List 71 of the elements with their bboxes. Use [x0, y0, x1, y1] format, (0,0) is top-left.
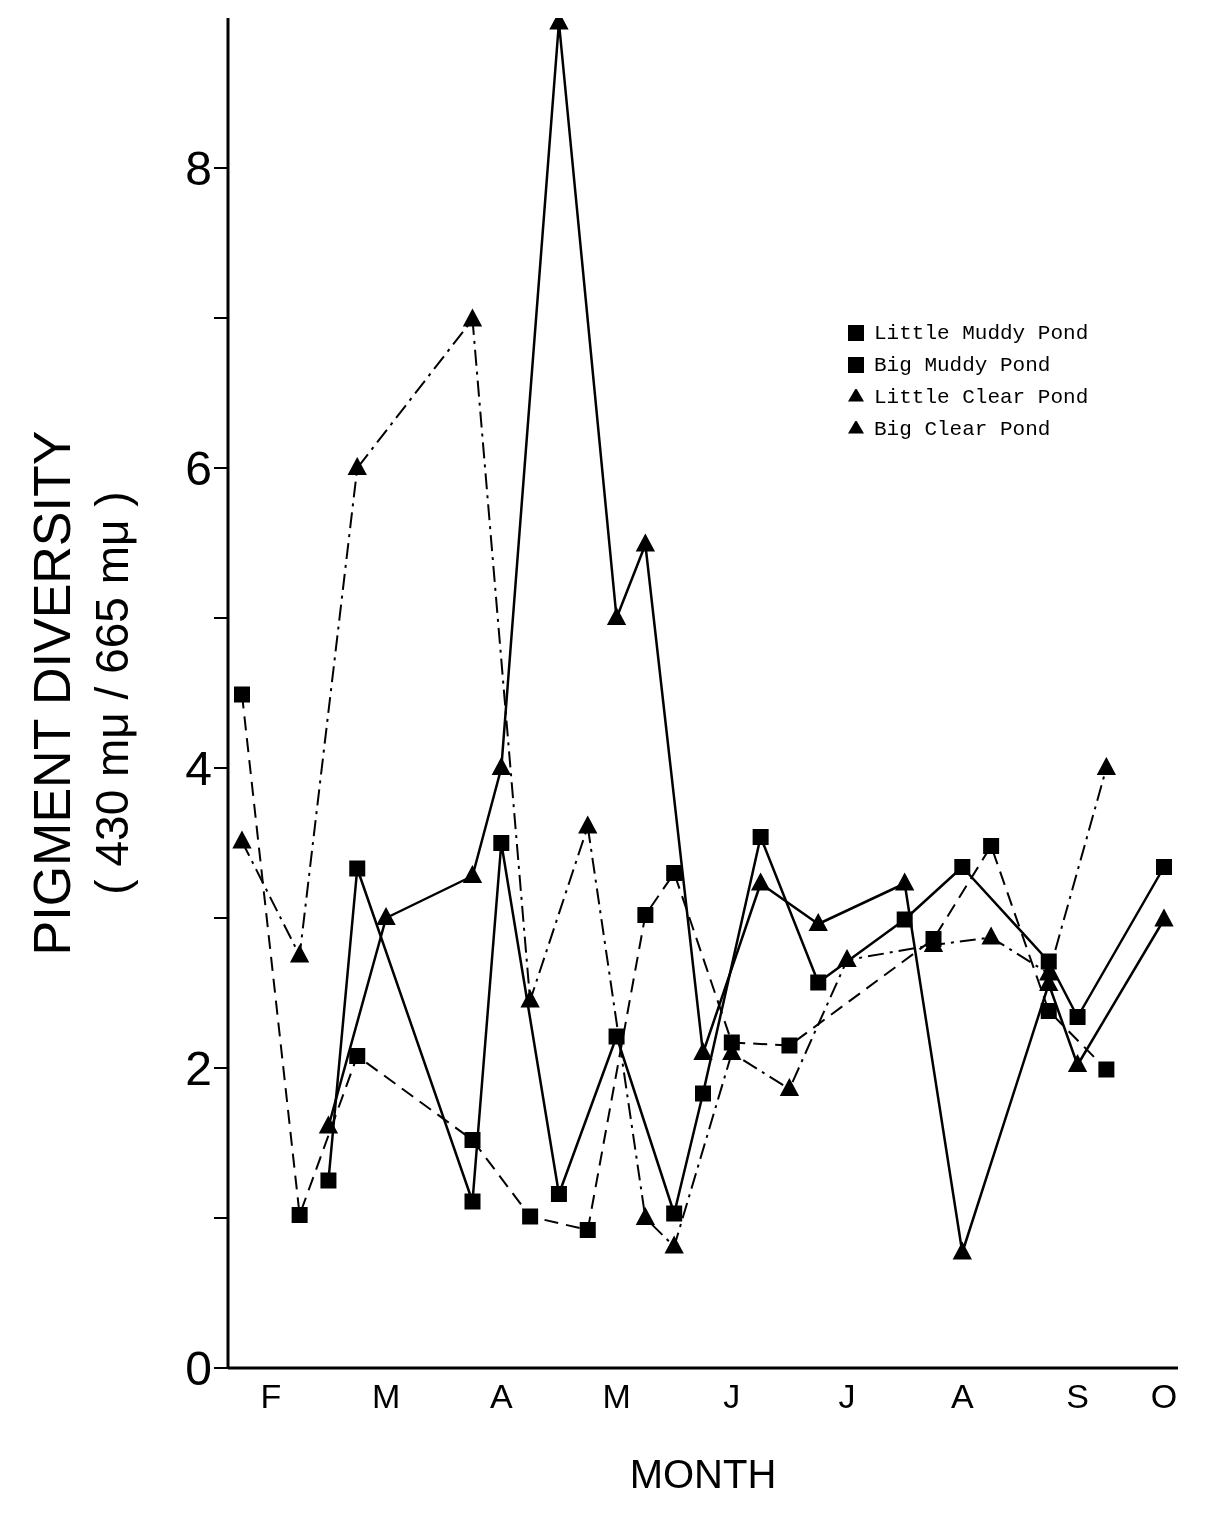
- point: [1097, 758, 1116, 775]
- point: [1040, 1003, 1057, 1019]
- x-tick-label: A: [489, 1377, 513, 1416]
- point: [464, 1193, 481, 1210]
- point: [666, 865, 683, 881]
- point: [464, 1132, 481, 1148]
- legend-label: Little Muddy Pond: [874, 322, 1089, 345]
- legend-label: Big Clear Pond: [874, 418, 1051, 441]
- point: [1098, 1061, 1115, 1078]
- x-tick-label: M: [371, 1377, 401, 1416]
- point: [607, 608, 626, 625]
- point: [290, 945, 309, 963]
- point: [463, 309, 482, 327]
- point: [233, 831, 251, 849]
- x-tick-label: J: [838, 1377, 856, 1416]
- point: [291, 1207, 308, 1223]
- point: [810, 974, 827, 991]
- y-tick-label: 6: [185, 442, 212, 496]
- point: [320, 1172, 337, 1189]
- point: [665, 1236, 684, 1254]
- point: [982, 927, 1001, 945]
- y-tick-label: 4: [185, 742, 212, 796]
- point: [463, 866, 482, 883]
- x-tick-label: S: [1066, 1377, 1089, 1416]
- point: [234, 686, 250, 703]
- point: [1069, 1009, 1086, 1025]
- point: [751, 873, 770, 891]
- point: [896, 911, 913, 928]
- point: [1068, 1055, 1087, 1072]
- point: [377, 908, 396, 925]
- point: [694, 1043, 712, 1060]
- point: [348, 458, 367, 475]
- point: [895, 873, 914, 891]
- point: [780, 1079, 799, 1096]
- point: [492, 758, 511, 775]
- point: [636, 1208, 655, 1225]
- point: [578, 816, 597, 834]
- point: [809, 914, 828, 931]
- point: [666, 1205, 683, 1222]
- x-tick-label: F: [260, 1377, 282, 1416]
- point: [954, 859, 971, 875]
- point: [953, 1242, 972, 1260]
- y-tick-label: 2: [185, 1042, 212, 1096]
- point: [752, 829, 769, 845]
- x-tick-label: A: [950, 1377, 974, 1416]
- point: [579, 1222, 596, 1238]
- point: [550, 1186, 567, 1202]
- point: [493, 835, 510, 851]
- point: [608, 1028, 625, 1045]
- x-tick-label: J: [723, 1377, 741, 1416]
- point: [1155, 909, 1173, 927]
- legend-label: Little Clear Pond: [874, 386, 1089, 409]
- point: [349, 860, 366, 877]
- point: [1156, 859, 1172, 875]
- point: [695, 1085, 711, 1102]
- point: [781, 1037, 798, 1054]
- point: [349, 1048, 366, 1064]
- y-axis-title: PIGMENT DIVERSITY ( 430 mμ / 665 mμ ): [23, 430, 138, 956]
- x-tick-label: M: [602, 1377, 631, 1416]
- x-axis-title: MONTH: [629, 1452, 777, 1496]
- legend-label: Big Muddy Pond: [874, 354, 1051, 377]
- point: [522, 1208, 539, 1225]
- point: [838, 950, 857, 967]
- point: [319, 1116, 338, 1134]
- point: [637, 907, 654, 923]
- point: [521, 990, 540, 1008]
- point: [636, 534, 655, 552]
- point: [983, 838, 1000, 854]
- x-tick-label: O: [1150, 1377, 1178, 1416]
- y-tick-label: 8: [185, 142, 212, 196]
- y-tick-label: 0: [185, 1342, 212, 1396]
